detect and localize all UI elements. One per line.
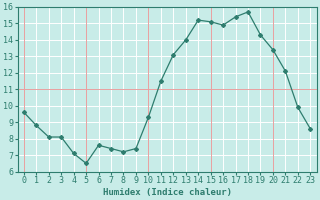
X-axis label: Humidex (Indice chaleur): Humidex (Indice chaleur) — [103, 188, 232, 197]
